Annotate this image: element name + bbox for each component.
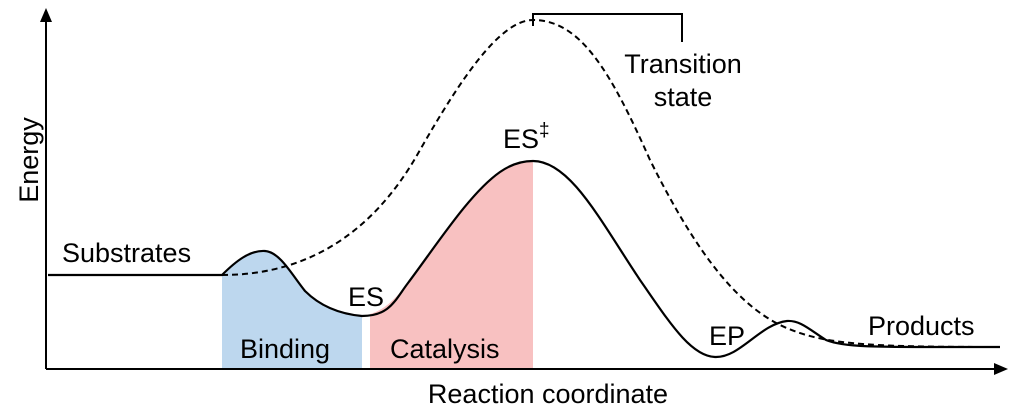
catalysis-region-label: Catalysis — [390, 334, 500, 364]
y-axis-label: Energy — [14, 117, 44, 203]
es-transition-main: ES — [503, 124, 539, 154]
transition-state-bracket — [532, 13, 683, 42]
es-transition-sup: ‡ — [539, 120, 550, 141]
catalyzed-curve — [48, 159, 1001, 359]
x-axis-arrow — [994, 363, 1008, 375]
transition-state-label-line1: Transition — [624, 49, 742, 79]
axes — [40, 8, 1008, 375]
es-transition-label: ES‡ — [503, 120, 550, 154]
substrates-label: Substrates — [62, 238, 191, 268]
ep-label: EP — [709, 321, 745, 351]
catalysis-region — [370, 161, 533, 368]
transition-state-label-line2: state — [654, 82, 713, 112]
x-axis-label: Reaction coordinate — [428, 379, 668, 409]
binding-region — [222, 250, 362, 368]
uncatalyzed-curve — [221, 18, 1001, 348]
y-axis-arrow — [40, 8, 52, 22]
es-label: ES — [348, 282, 384, 312]
products-label: Products — [868, 311, 975, 341]
binding-region-label: Binding — [240, 334, 330, 364]
